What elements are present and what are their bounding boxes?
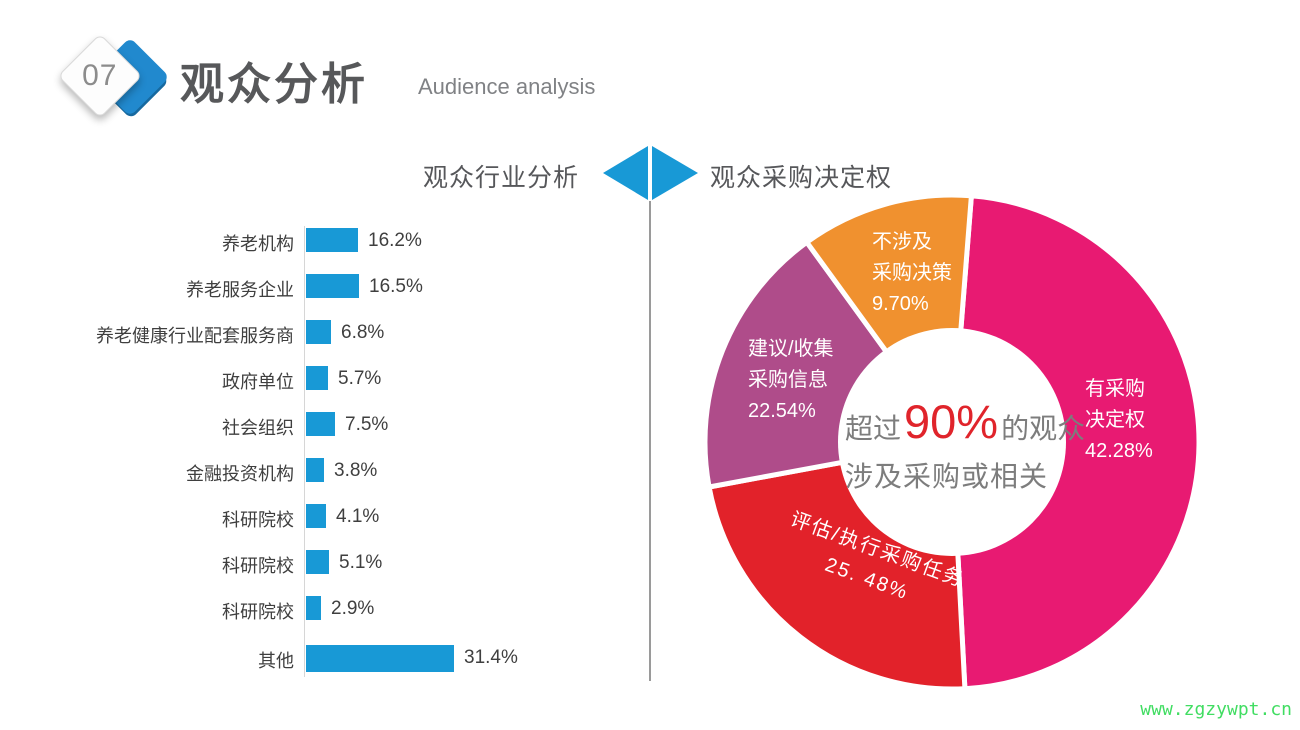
donut-hole xyxy=(838,328,1066,556)
donut-segment-label: 不涉及 采购决策 9.70% xyxy=(872,231,952,315)
bar-category-label: 养老健康行业配套服务商 xyxy=(96,326,294,346)
donut-center-text: 超过 90% 的观众 涉及采购或相关 xyxy=(845,394,1085,495)
divider-diamond-icon xyxy=(603,146,698,200)
bar-value-label: 16.2% xyxy=(368,230,422,251)
bar xyxy=(306,412,335,436)
section-number: 07 xyxy=(82,59,118,92)
donut-center-line1: 超过 90% 的观众 xyxy=(845,394,1085,449)
bar-value-label: 4.1% xyxy=(336,506,380,527)
bar-row: 政府单位 5.7% xyxy=(0,366,650,394)
bar-category-label: 养老机构 xyxy=(222,234,294,254)
bar xyxy=(306,228,358,252)
bar xyxy=(306,645,454,672)
bar-row: 养老服务企业 16.5% xyxy=(0,274,650,302)
bar xyxy=(306,458,324,482)
bar-category-label: 科研院校 xyxy=(222,510,294,530)
page-title: 观众分析 xyxy=(180,60,368,109)
donut-center-line2: 涉及采购或相关 xyxy=(845,461,1049,492)
bar-category-label: 科研院校 xyxy=(222,602,294,622)
donut-segment-label: 建议/收集 采购信息 22.54% xyxy=(748,338,834,422)
center-text-prefix: 超过 xyxy=(845,413,902,444)
bar-category-label: 科研院校 xyxy=(222,556,294,576)
bar xyxy=(306,550,329,574)
bar-value-label: 7.5% xyxy=(345,414,389,435)
watermark: www.zgzywpt.cn xyxy=(1140,699,1292,720)
bar-chart-axis xyxy=(304,226,305,677)
donut-segment xyxy=(949,193,1202,692)
bar-category-label: 其他 xyxy=(258,651,294,671)
bar xyxy=(306,320,331,344)
bar-row: 科研院校 4.1% xyxy=(0,504,650,532)
bar-category-label: 金融投资机构 xyxy=(186,464,294,484)
bar-category-label: 养老服务企业 xyxy=(186,280,294,300)
page-subtitle: Audience analysis xyxy=(418,74,596,99)
bar-row: 科研院校 2.9% xyxy=(0,596,650,624)
center-text-highlight: 90% xyxy=(904,395,999,448)
bar-value-label: 3.8% xyxy=(334,460,378,481)
bar-value-label: 6.8% xyxy=(341,322,385,343)
bar-chart-title: 观众行业分析 xyxy=(423,164,580,192)
bar xyxy=(306,366,328,390)
bar-row: 养老机构 16.2% xyxy=(0,228,650,256)
donut-segment-label: 有采购 决定权 42.28% xyxy=(1085,378,1153,462)
bar-row: 养老健康行业配套服务商 6.8% xyxy=(0,320,650,348)
bar-row: 金融投资机构 3.8% xyxy=(0,458,650,486)
donut-chart-title: 观众采购决定权 xyxy=(710,164,893,192)
bar-value-label: 5.7% xyxy=(338,368,382,389)
bar-value-label: 16.5% xyxy=(369,276,423,297)
bar-value-label: 5.1% xyxy=(339,552,383,573)
donut-chart xyxy=(702,192,1202,692)
bar-category-label: 政府单位 xyxy=(222,372,294,392)
bar-row: 社会组织 7.5% xyxy=(0,412,650,440)
bar xyxy=(306,596,321,620)
bar-row: 其他 31.4% xyxy=(0,645,650,673)
center-text-suffix: 的观众 xyxy=(1001,413,1086,444)
bar-value-label: 31.4% xyxy=(464,647,518,668)
bar xyxy=(306,274,359,298)
bar-category-label: 社会组织 xyxy=(222,418,294,438)
vertical-divider xyxy=(649,201,651,681)
bar-value-label: 2.9% xyxy=(331,598,375,619)
bar-row: 科研院校 5.1% xyxy=(0,550,650,578)
bar xyxy=(306,504,326,528)
